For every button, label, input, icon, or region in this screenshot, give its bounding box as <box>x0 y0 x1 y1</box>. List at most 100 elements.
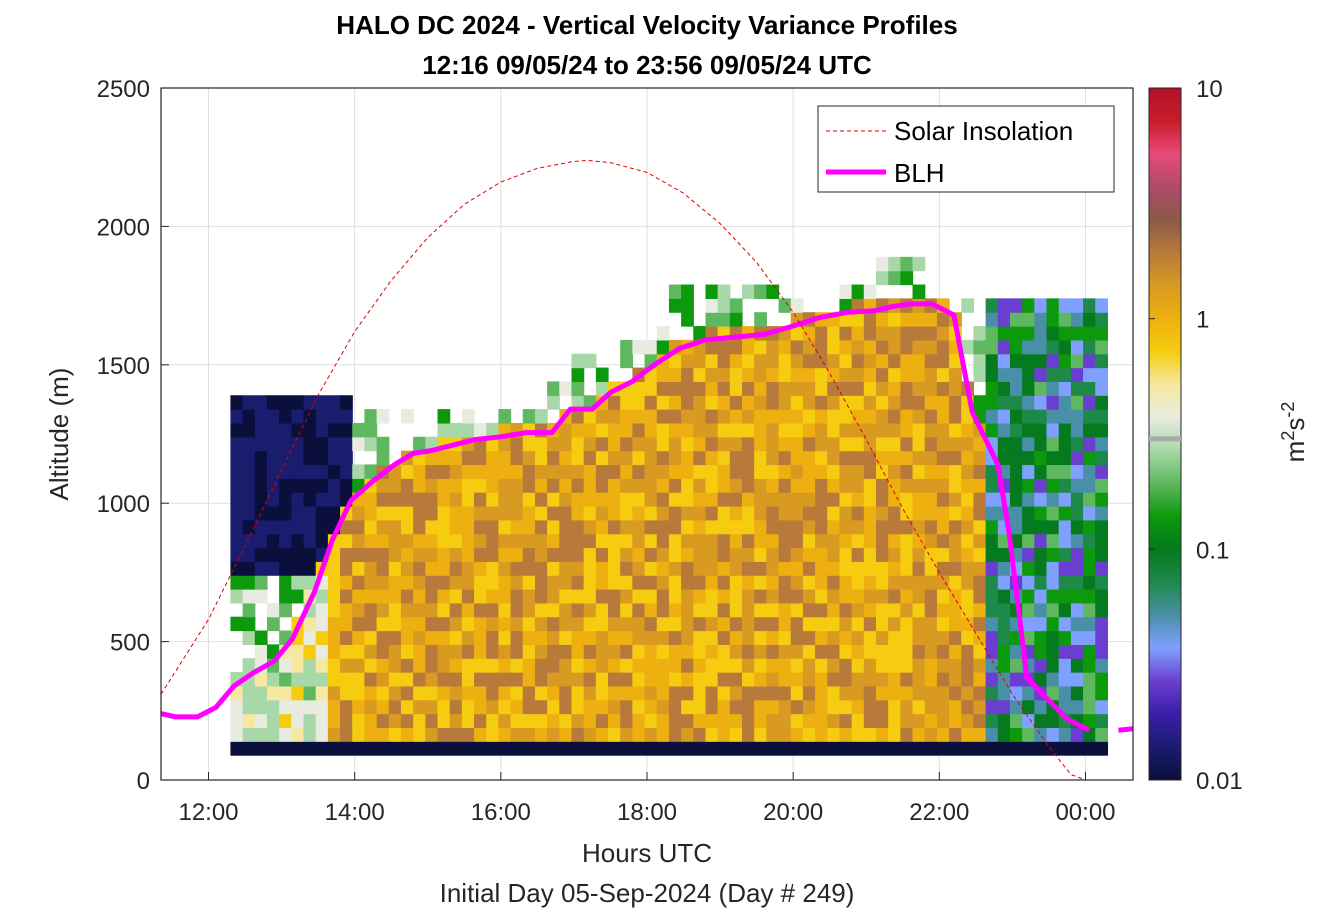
heatmap-cell <box>717 658 731 673</box>
heatmap-cell <box>400 492 414 507</box>
heatmap-cell <box>571 478 585 493</box>
heatmap-cell <box>461 589 475 604</box>
heatmap-cell <box>461 422 475 438</box>
heatmap-cell <box>437 602 451 618</box>
heatmap-cell <box>668 422 682 438</box>
heatmap-cell <box>924 561 938 576</box>
heatmap-cell <box>498 519 512 535</box>
heatmap-cell <box>1083 575 1096 590</box>
heatmap-cell <box>729 519 743 535</box>
heatmap-cell <box>534 464 548 479</box>
heatmap-cell <box>230 575 244 590</box>
heatmap-cell <box>924 339 938 355</box>
heatmap-cell <box>230 519 244 535</box>
heatmap-cell <box>985 602 999 618</box>
heatmap-cell <box>912 644 926 659</box>
heatmap-cell <box>949 381 962 396</box>
heatmap-cell <box>1095 395 1109 410</box>
heatmap-cell <box>547 630 560 645</box>
heatmap-cell <box>705 353 719 369</box>
heatmap-cell <box>668 450 682 466</box>
heatmap-cell <box>912 602 926 618</box>
heatmap-cell <box>340 519 353 535</box>
heatmap-cell <box>644 741 658 756</box>
heatmap-cell <box>802 395 816 410</box>
heatmap-cell <box>717 547 731 562</box>
heatmap-cell <box>875 658 889 673</box>
heatmap-cell <box>449 478 463 493</box>
heatmap-cell <box>608 561 621 576</box>
heatmap-cell <box>693 672 707 687</box>
heatmap-cell <box>534 699 548 715</box>
heatmap-cell <box>461 561 475 576</box>
heatmap-cell <box>973 741 987 756</box>
heatmap-cell <box>668 367 682 383</box>
heatmap-cell <box>327 589 341 604</box>
heatmap-cell <box>522 492 536 507</box>
heatmap-cell <box>766 575 780 590</box>
heatmap-cell <box>668 658 682 673</box>
heatmap-cell <box>230 395 244 410</box>
heatmap-cell <box>1070 741 1084 756</box>
heatmap-cell <box>352 602 366 618</box>
heatmap-cell <box>1083 464 1096 479</box>
heatmap-cell <box>1095 561 1109 576</box>
heatmap-cell <box>340 630 353 645</box>
heatmap-cell <box>949 699 962 715</box>
heatmap-cell <box>778 713 792 729</box>
heatmap-cell <box>364 492 378 507</box>
heatmap-cell <box>559 589 573 604</box>
heatmap-cell <box>863 727 877 742</box>
heatmap-cell <box>705 644 719 659</box>
heatmap-cell <box>327 685 341 701</box>
heatmap-cell <box>863 741 877 756</box>
heatmap-cell <box>1058 298 1072 313</box>
heatmap-cell <box>717 589 731 604</box>
heatmap-cell <box>900 727 914 742</box>
heatmap-cell <box>924 699 938 715</box>
heatmap-cell <box>1046 409 1060 424</box>
heatmap-cell <box>863 658 877 673</box>
heatmap-cell <box>668 575 682 590</box>
heatmap-cell <box>1095 741 1109 756</box>
heatmap-cell <box>315 741 329 756</box>
heatmap-cell <box>875 589 889 604</box>
heatmap-cell <box>949 409 962 424</box>
heatmap-cell <box>559 450 573 466</box>
heatmap-cell <box>461 741 475 756</box>
heatmap-cell <box>693 589 707 604</box>
heatmap-cell <box>1022 298 1035 313</box>
heatmap-cell <box>839 589 853 604</box>
heatmap-cell <box>997 589 1011 604</box>
heatmap-cell <box>681 644 694 659</box>
heatmap-cell <box>242 741 256 756</box>
heatmap-cell <box>547 575 560 590</box>
heatmap-cell <box>534 436 548 452</box>
heatmap-cell <box>364 727 378 742</box>
heatmap-cell <box>912 505 926 521</box>
heatmap-cell <box>656 326 670 341</box>
heatmap-cell <box>498 672 512 687</box>
heatmap-cell <box>815 367 828 383</box>
heatmap-cell <box>583 685 597 701</box>
heatmap-cell <box>437 533 451 549</box>
heatmap-cell <box>656 616 670 632</box>
heatmap-cell <box>437 464 451 479</box>
heatmap-cell <box>1070 381 1084 396</box>
heatmap-cell <box>1083 589 1096 604</box>
heatmap-cell <box>547 561 560 576</box>
heatmap-cell <box>279 547 292 562</box>
heatmap-cell <box>632 741 646 756</box>
heatmap-cell <box>742 367 755 383</box>
heatmap-cell <box>1095 644 1109 659</box>
heatmap-cell <box>303 492 317 507</box>
heatmap-cell <box>388 547 402 562</box>
heatmap-cell <box>364 436 378 452</box>
heatmap-cell <box>888 616 901 632</box>
heatmap-cell <box>474 672 487 687</box>
heatmap-cell <box>863 284 877 299</box>
heatmap-cell <box>559 381 573 396</box>
heatmap-cell <box>961 561 975 576</box>
heatmap-cell <box>705 658 719 673</box>
